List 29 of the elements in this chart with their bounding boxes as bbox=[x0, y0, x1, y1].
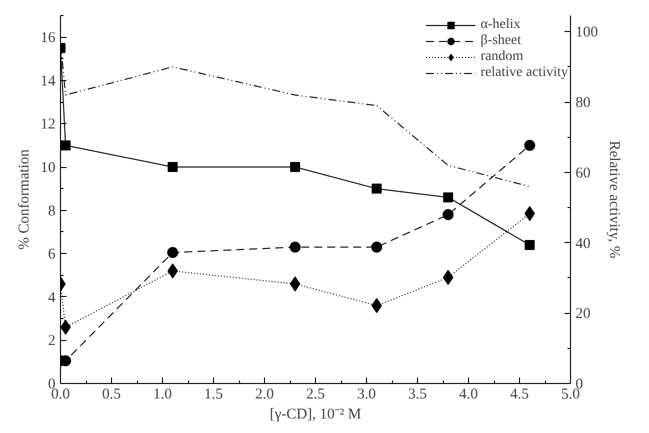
y-tick-label: 16 bbox=[40, 30, 56, 46]
legend-label: random bbox=[480, 49, 524, 65]
y-tick-label: 2 bbox=[48, 333, 56, 350]
y-tick-label: 14 bbox=[40, 73, 56, 90]
x-tick-label: 3.5 bbox=[408, 386, 427, 402]
y2-axis-title: Relative activity, % bbox=[606, 140, 622, 258]
y2-tick-label: 40 bbox=[576, 236, 590, 252]
legend-label: α-helix bbox=[480, 17, 521, 33]
x-tick-label: 2.0 bbox=[255, 386, 274, 402]
x-tick-label: 2.5 bbox=[306, 386, 325, 402]
y2-tick-label: 100 bbox=[576, 24, 598, 41]
x-tick-label: 4.5 bbox=[510, 386, 529, 402]
x-tick-label: 4.0 bbox=[459, 386, 478, 402]
y2-tick-label: 80 bbox=[576, 95, 590, 112]
y-tick-label: 6 bbox=[48, 246, 56, 263]
x-tick-label: 3.0 bbox=[357, 386, 376, 402]
y-tick-label: 10 bbox=[40, 160, 56, 176]
x-axis-title: [γ-CD], 10⁻² M bbox=[270, 406, 362, 422]
x-tick-label: 1.0 bbox=[153, 386, 172, 402]
x-tick-label: 1.5 bbox=[204, 386, 223, 402]
legend-label: β-sheet bbox=[480, 33, 522, 49]
legend-label: relative activity bbox=[480, 65, 568, 81]
y-tick-label: 4 bbox=[48, 290, 56, 306]
y-tick-label: 12 bbox=[40, 116, 56, 133]
y-tick-label: 8 bbox=[48, 203, 56, 220]
y-axis-title: % Conformation bbox=[16, 148, 32, 250]
x-tick-label: 0.5 bbox=[102, 386, 121, 402]
y2-tick-label: 20 bbox=[576, 306, 590, 322]
y2-tick-label: 60 bbox=[576, 165, 590, 182]
